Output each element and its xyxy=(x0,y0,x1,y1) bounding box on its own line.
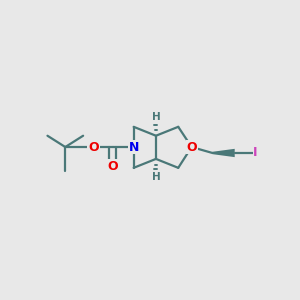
Text: O: O xyxy=(186,140,197,154)
Text: H: H xyxy=(152,112,160,122)
Text: H: H xyxy=(152,172,160,182)
Text: N: N xyxy=(128,140,139,154)
Polygon shape xyxy=(212,149,235,157)
Text: I: I xyxy=(253,146,258,160)
Text: O: O xyxy=(88,140,99,154)
Text: O: O xyxy=(107,160,118,173)
